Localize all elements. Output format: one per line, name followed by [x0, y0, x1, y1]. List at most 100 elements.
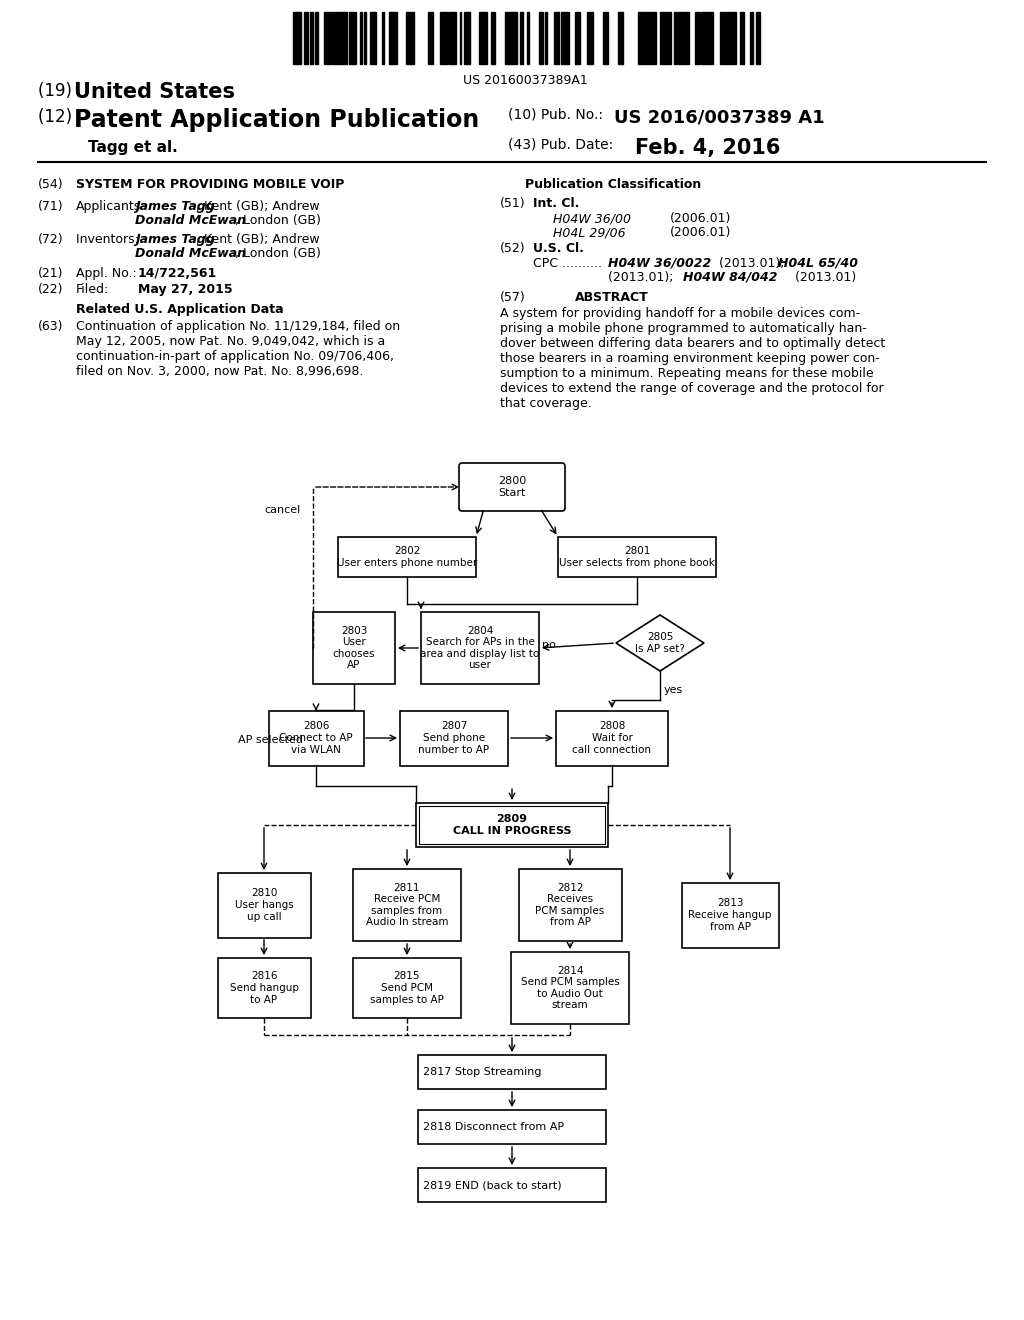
Bar — [353, 869, 461, 941]
Bar — [558, 537, 716, 577]
Bar — [664, 12, 668, 63]
Text: (71): (71) — [38, 201, 63, 213]
Bar — [444, 12, 449, 63]
Text: Publication Classification: Publication Classification — [525, 178, 701, 191]
Text: James Tagg: James Tagg — [135, 234, 215, 246]
Bar — [430, 12, 433, 63]
Bar — [740, 12, 744, 63]
Bar — [709, 12, 713, 63]
Bar — [511, 952, 629, 1024]
Bar — [315, 12, 318, 63]
Text: 2813
Receive hangup
from AP: 2813 Receive hangup from AP — [688, 899, 772, 932]
Text: , Kent (GB); Andrew: , Kent (GB); Andrew — [196, 234, 319, 246]
Bar — [587, 12, 591, 63]
Text: CPC ..........: CPC .......... — [534, 257, 602, 271]
Text: James Tagg: James Tagg — [135, 201, 215, 213]
Text: 2817 Stop Streaming: 2817 Stop Streaming — [423, 1067, 542, 1077]
Text: 2806
Connect to AP
via WLAN: 2806 Connect to AP via WLAN — [280, 722, 353, 755]
Bar — [310, 12, 313, 63]
Text: ABSTRACT: ABSTRACT — [575, 290, 649, 304]
Bar — [479, 12, 481, 63]
Bar — [685, 12, 688, 63]
Text: May 27, 2015: May 27, 2015 — [138, 282, 232, 296]
Text: H04W 36/00: H04W 36/00 — [553, 213, 631, 224]
Text: (63): (63) — [38, 319, 63, 333]
Bar — [293, 12, 297, 63]
Text: (21): (21) — [38, 267, 63, 280]
Bar — [428, 12, 430, 63]
Text: Applicants:: Applicants: — [76, 201, 145, 213]
Bar — [324, 12, 327, 63]
Text: (54): (54) — [38, 178, 63, 191]
Text: Tagg et al.: Tagg et al. — [88, 140, 178, 154]
Text: , London (GB): , London (GB) — [234, 247, 321, 260]
Text: (19): (19) — [38, 82, 77, 100]
Text: 2808
Wait for
call connection: 2808 Wait for call connection — [572, 722, 651, 755]
Bar — [577, 12, 580, 63]
Bar — [338, 537, 476, 577]
Bar — [554, 12, 557, 63]
Text: US 2016/0037389 A1: US 2016/0037389 A1 — [614, 108, 824, 125]
Text: (2013.01): (2013.01) — [791, 271, 856, 284]
Bar — [705, 12, 708, 63]
Bar — [391, 12, 394, 63]
Text: US 20160037389A1: US 20160037389A1 — [463, 74, 588, 87]
Text: Int. Cl.: Int. Cl. — [534, 197, 580, 210]
Text: (57): (57) — [500, 290, 525, 304]
Bar — [641, 12, 644, 63]
Text: 2814
Send PCM samples
to Audio Out
stream: 2814 Send PCM samples to Audio Out strea… — [520, 966, 620, 1010]
Bar — [421, 612, 539, 684]
Text: (10) Pub. No.:: (10) Pub. No.: — [508, 108, 607, 121]
Text: (2013.01);: (2013.01); — [715, 257, 788, 271]
Bar — [727, 12, 730, 63]
Bar — [304, 12, 308, 63]
Text: H04L 65/40: H04L 65/40 — [778, 257, 858, 271]
Bar — [561, 12, 565, 63]
Bar — [618, 12, 623, 63]
Text: Patent Application Publication: Patent Application Publication — [74, 108, 479, 132]
Text: 2803
User
chooses
AP: 2803 User chooses AP — [333, 626, 375, 671]
Bar — [364, 12, 366, 63]
Bar — [268, 710, 364, 766]
Text: 2805
Is AP set?: 2805 Is AP set? — [635, 632, 685, 653]
Text: 2818 Disconnect from AP: 2818 Disconnect from AP — [423, 1122, 564, 1133]
Text: 2801
User selects from phone book: 2801 User selects from phone book — [559, 546, 715, 568]
Text: (51): (51) — [500, 197, 525, 210]
Bar — [527, 12, 529, 63]
Text: 2815
Send PCM
samples to AP: 2815 Send PCM samples to AP — [370, 972, 444, 1005]
Text: Feb. 4, 2016: Feb. 4, 2016 — [635, 139, 780, 158]
Text: (2006.01): (2006.01) — [670, 226, 731, 239]
Bar — [406, 12, 410, 63]
Text: 14/722,561: 14/722,561 — [138, 267, 217, 280]
Text: U.S. Cl.: U.S. Cl. — [534, 242, 584, 255]
Text: H04W 84/042: H04W 84/042 — [683, 271, 777, 284]
Bar — [449, 12, 452, 63]
Bar — [482, 12, 484, 63]
Bar — [464, 12, 466, 63]
Text: 2810
User hangs
up call: 2810 User hangs up call — [234, 888, 293, 921]
Bar — [520, 12, 522, 63]
Bar — [695, 12, 698, 63]
Text: 2804
Search for APs in the
area and display list to
user: 2804 Search for APs in the area and disp… — [421, 626, 540, 671]
Bar — [678, 12, 682, 63]
Text: 2802
User enters phone number: 2802 User enters phone number — [337, 546, 477, 568]
Bar — [557, 12, 559, 63]
Bar — [575, 12, 577, 63]
Bar — [298, 12, 301, 63]
Bar — [603, 12, 607, 63]
Text: yes: yes — [664, 685, 683, 696]
Bar — [327, 12, 331, 63]
Text: (2013.01);: (2013.01); — [608, 271, 678, 284]
Bar — [514, 12, 517, 63]
Bar — [651, 12, 655, 63]
Bar — [350, 12, 352, 63]
Text: 2800
Start: 2800 Start — [498, 477, 526, 498]
Bar — [217, 958, 310, 1018]
Text: (52): (52) — [500, 242, 525, 255]
Bar — [344, 12, 347, 63]
Bar — [466, 12, 470, 63]
Bar — [567, 12, 569, 63]
Bar — [353, 958, 461, 1018]
Bar — [750, 12, 753, 63]
Text: 2807
Send phone
number to AP: 2807 Send phone number to AP — [419, 722, 489, 755]
